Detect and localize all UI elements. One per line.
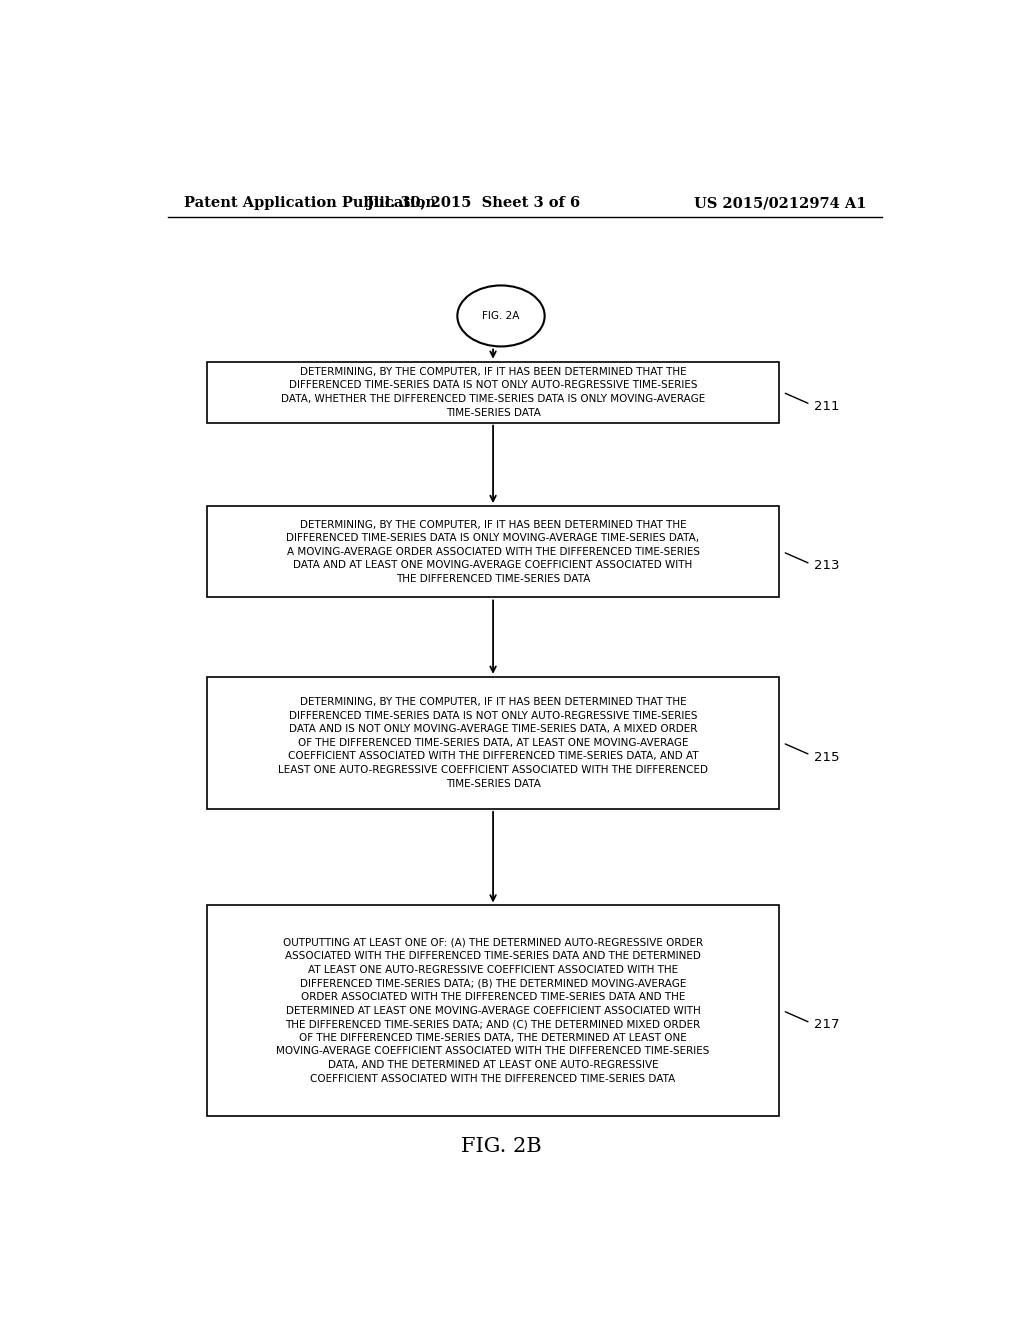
Text: DETERMINING, BY THE COMPUTER, IF IT HAS BEEN DETERMINED THAT THE
DIFFERENCED TIM: DETERMINING, BY THE COMPUTER, IF IT HAS … xyxy=(281,367,706,417)
Text: Patent Application Publication: Patent Application Publication xyxy=(183,195,435,210)
Text: Jul. 30, 2015  Sheet 3 of 6: Jul. 30, 2015 Sheet 3 of 6 xyxy=(367,195,580,210)
Text: DETERMINING, BY THE COMPUTER, IF IT HAS BEEN DETERMINED THAT THE
DIFFERENCED TIM: DETERMINING, BY THE COMPUTER, IF IT HAS … xyxy=(287,520,699,583)
Text: 215: 215 xyxy=(814,751,840,763)
Text: 211: 211 xyxy=(814,400,840,413)
Bar xyxy=(207,906,778,1115)
Bar xyxy=(207,677,778,809)
Text: FIG. 2B: FIG. 2B xyxy=(461,1137,542,1156)
Text: US 2015/0212974 A1: US 2015/0212974 A1 xyxy=(693,195,866,210)
Text: 213: 213 xyxy=(814,560,840,573)
Text: 217: 217 xyxy=(814,1019,840,1031)
Bar xyxy=(207,362,778,422)
Bar xyxy=(207,506,778,598)
Text: FIG. 2A: FIG. 2A xyxy=(482,312,519,321)
Text: DETERMINING, BY THE COMPUTER, IF IT HAS BEEN DETERMINED THAT THE
DIFFERENCED TIM: DETERMINING, BY THE COMPUTER, IF IT HAS … xyxy=(279,697,708,788)
Text: OUTPUTTING AT LEAST ONE OF: (A) THE DETERMINED AUTO-REGRESSIVE ORDER
ASSOCIATED : OUTPUTTING AT LEAST ONE OF: (A) THE DETE… xyxy=(276,937,710,1084)
